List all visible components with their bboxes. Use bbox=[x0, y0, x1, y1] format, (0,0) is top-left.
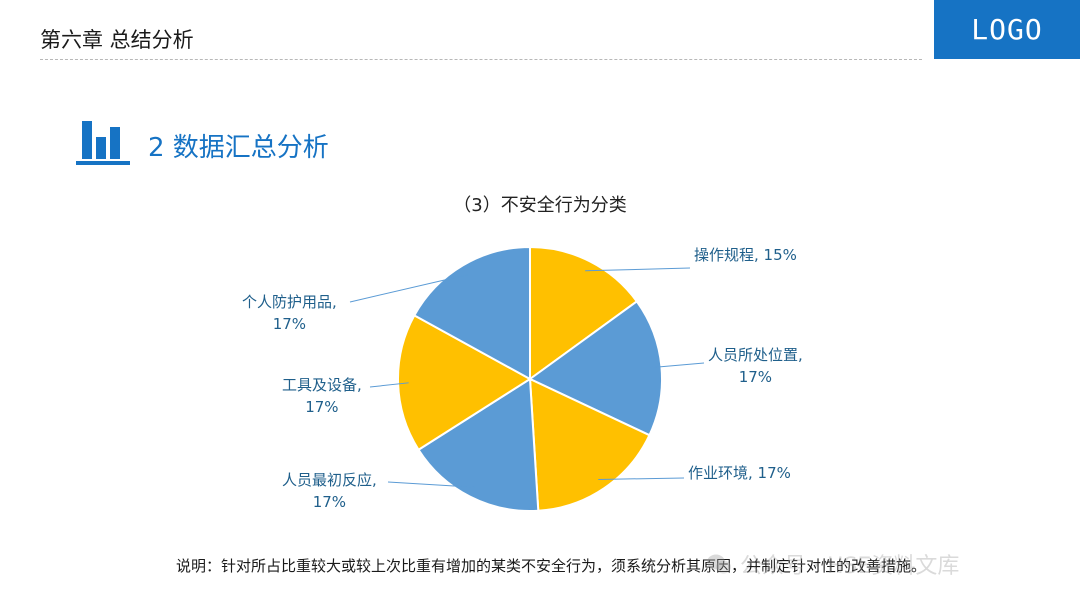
header-divider bbox=[40, 59, 922, 60]
chapter-title: 第六章 总结分析 bbox=[40, 28, 194, 52]
label-line2: 17% bbox=[738, 368, 773, 386]
label-line1: 个人防护用品, bbox=[242, 293, 337, 311]
slice-label-gongjujishebei: 工具及设备, 17% bbox=[282, 374, 362, 418]
pie-slice-2 bbox=[528, 377, 651, 512]
leader-line-2 bbox=[598, 477, 685, 480]
bar-chart-icon bbox=[76, 121, 130, 165]
label-line2: 17% bbox=[272, 315, 307, 333]
leader-line-3 bbox=[387, 481, 475, 488]
watermark-text: 公众号 · HSE资料文库 bbox=[740, 554, 960, 579]
chart-title: （3）不安全行为分类 bbox=[453, 195, 627, 216]
slice-label-gerenfanghuyongpin: 个人防护用品, 17% bbox=[242, 291, 337, 335]
pie-slice-0 bbox=[529, 245, 639, 381]
logo: LOGO bbox=[934, 0, 1080, 59]
label-line2: 17% bbox=[305, 398, 339, 416]
label-line1: 工具及设备, bbox=[282, 376, 362, 394]
pie-slice-4 bbox=[397, 314, 532, 452]
leader-line-4 bbox=[369, 382, 409, 388]
label-line1: 人员最初反应, bbox=[282, 471, 377, 489]
section-title: 2 数据汇总分析 bbox=[148, 133, 329, 163]
slice-label-renyuanzuichufanying: 人员最初反应, 17% bbox=[282, 469, 377, 513]
slice-label-zuoyehuanjing: 作业环境, 17% bbox=[688, 462, 791, 484]
label-line1: 操作规程, 15% bbox=[694, 246, 797, 264]
label-line2: 17% bbox=[312, 493, 347, 511]
watermark: 公众号 · HSE资料文库 bbox=[706, 548, 959, 580]
logo-text: LOGO bbox=[971, 13, 1043, 46]
pie-slice-3 bbox=[417, 377, 540, 512]
slice-label-renyuansuochuweizhi: 人员所处位置, 17% bbox=[708, 344, 803, 388]
leader-line-5 bbox=[349, 273, 469, 303]
leader-line-1 bbox=[650, 362, 705, 369]
leader-line-0 bbox=[585, 267, 691, 272]
explanation-note: 说明：针对所占比重较大或较上次比重有增加的某类不安全行为，须系统分析其原因，并制… bbox=[176, 557, 927, 575]
label-line1: 人员所处位置, bbox=[708, 346, 803, 364]
label-line1: 作业环境, 17% bbox=[688, 464, 791, 482]
wechat-icon bbox=[707, 554, 731, 574]
slice-label-caozuoguicheng: 操作规程, 15% bbox=[694, 244, 797, 266]
